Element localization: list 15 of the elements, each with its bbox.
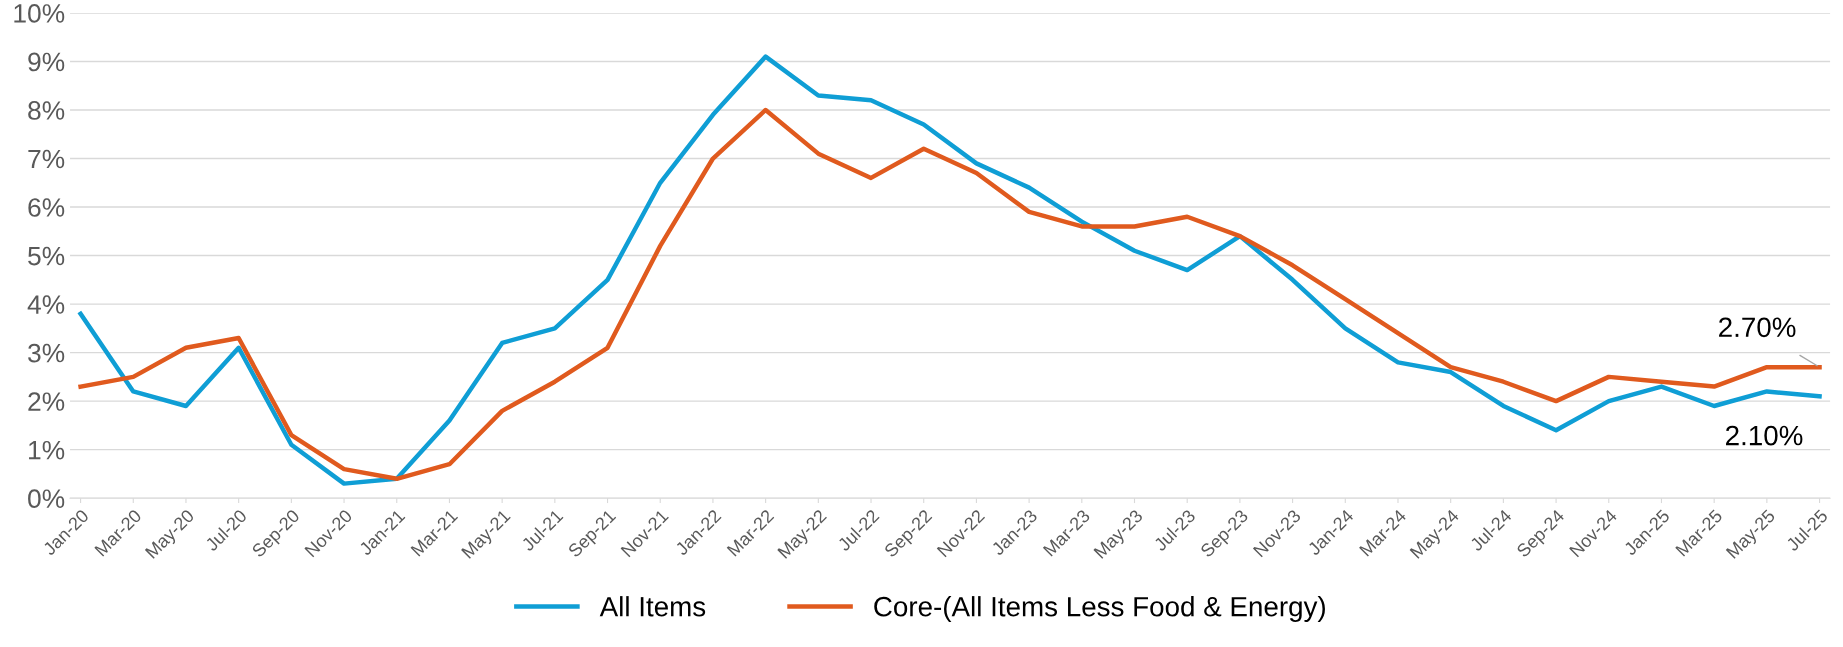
y-tick-label: 3% bbox=[28, 343, 65, 363]
y-tick-label: 6% bbox=[28, 198, 65, 217]
y-tick-label: 8% bbox=[28, 101, 65, 120]
y-tick-label: 9% bbox=[28, 52, 65, 72]
y-tick-label: 2% bbox=[28, 392, 65, 411]
annotation: 2.10% bbox=[1726, 425, 1803, 446]
y-tick-label: 7% bbox=[28, 149, 65, 169]
annotation: 2.70% bbox=[1719, 317, 1796, 338]
y-tick-label: 1% bbox=[29, 440, 65, 460]
y-tick-label: 0% bbox=[28, 489, 65, 509]
y-tick-label: 4% bbox=[27, 295, 65, 314]
y-tick-label: 5% bbox=[28, 246, 65, 266]
legend-label: Core-(All Items Less Food & Energy) bbox=[874, 596, 1325, 622]
legend-label: All Items bbox=[599, 596, 706, 617]
y-tick-label: 10% bbox=[14, 4, 65, 23]
